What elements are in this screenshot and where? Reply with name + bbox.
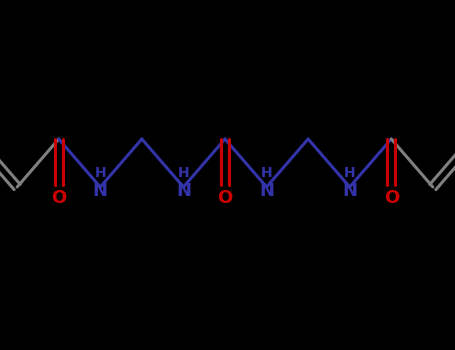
Text: O: O <box>384 189 399 207</box>
Text: H: H <box>261 166 273 180</box>
Text: N: N <box>93 182 108 200</box>
Text: N: N <box>342 182 357 200</box>
Text: H: H <box>177 166 189 180</box>
Text: H: H <box>344 166 355 180</box>
Text: N: N <box>259 182 274 200</box>
Text: H: H <box>95 166 106 180</box>
Text: N: N <box>176 182 191 200</box>
Text: O: O <box>51 189 66 207</box>
Text: O: O <box>217 189 233 207</box>
